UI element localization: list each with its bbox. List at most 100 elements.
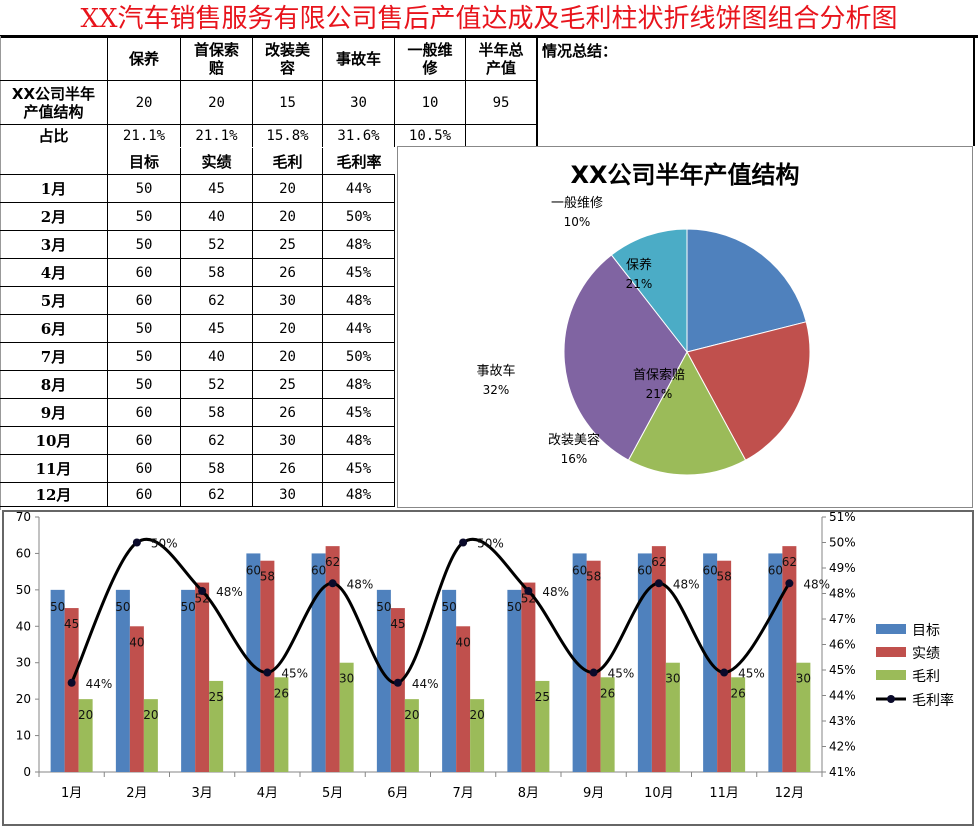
month-value-cell[interactable]: 20 (253, 343, 323, 371)
line-marker[interactable] (328, 579, 337, 588)
month-value-cell[interactable]: 50% (323, 203, 395, 231)
month-value-cell[interactable]: 40 (181, 343, 253, 371)
month-value-cell[interactable]: 60 (108, 455, 181, 483)
line-marker[interactable] (459, 538, 468, 547)
value-cell[interactable]: 95 (466, 81, 537, 125)
month-value-cell[interactable]: 48% (323, 287, 395, 315)
month-value-cell[interactable]: 48% (323, 371, 395, 399)
header-cell[interactable]: 一般维修 (395, 37, 466, 81)
row-label-cell[interactable]: XX公司半年 产值结构 (0, 81, 108, 125)
month-value-cell[interactable]: 62 (181, 287, 253, 315)
month-value-cell[interactable]: 48% (323, 427, 395, 455)
bar[interactable] (64, 608, 79, 772)
bar[interactable] (456, 626, 471, 772)
corner-cell[interactable] (0, 37, 108, 81)
line-marker[interactable] (198, 586, 207, 595)
bar[interactable] (586, 560, 601, 772)
bar[interactable] (390, 608, 405, 772)
header-cell[interactable]: 事故车 (323, 37, 395, 81)
month-header-cell[interactable]: 实绩 (181, 148, 253, 175)
month-label-cell[interactable]: 2月 (0, 203, 108, 231)
bar[interactable] (665, 662, 680, 772)
month-value-cell[interactable]: 40 (181, 203, 253, 231)
bar[interactable] (274, 677, 289, 772)
month-value-cell[interactable]: 52 (181, 371, 253, 399)
pie-slice[interactable] (627, 350, 747, 476)
line-marker[interactable] (524, 586, 533, 595)
bar[interactable] (572, 553, 587, 772)
combo-chart[interactable]: 0 10 20 30 40 50 60 70 41% 42% 43% 44% 45% 46% 47% 48% 4… (2, 510, 974, 826)
month-value-cell[interactable]: 20 (253, 175, 323, 203)
bar[interactable] (115, 589, 130, 772)
header-cell[interactable]: 首保索赔 (181, 37, 253, 81)
month-value-cell[interactable]: 20 (253, 315, 323, 343)
month-value-cell[interactable]: 44% (323, 175, 395, 203)
line-marker[interactable] (720, 668, 729, 677)
ratio-cell[interactable] (466, 125, 537, 147)
pie-slice[interactable] (610, 228, 688, 354)
header-cell[interactable]: 保养 (108, 37, 181, 81)
pie-chart[interactable]: XX公司半年产值结构 保养 21% 首保索赔 21% 改装美容 16% 事故车 32% 一般维修 1… (397, 146, 973, 508)
month-label-cell[interactable]: 7月 (0, 343, 108, 371)
month-value-cell[interactable]: 58 (181, 455, 253, 483)
line-marker[interactable] (263, 668, 272, 677)
bar[interactable] (442, 589, 457, 772)
month-value-cell[interactable]: 26 (253, 455, 323, 483)
line-marker[interactable] (785, 579, 794, 588)
bar[interactable] (470, 699, 485, 772)
month-label-cell[interactable]: 5月 (0, 287, 108, 315)
ratio-cell[interactable]: 21.1% (181, 125, 253, 147)
bar[interactable] (209, 680, 224, 772)
month-label-cell[interactable]: 9月 (0, 399, 108, 427)
legend-label[interactable]: 毛利率 (912, 692, 954, 709)
month-value-cell[interactable]: 50 (108, 343, 181, 371)
month-value-cell[interactable]: 50 (108, 175, 181, 203)
month-label-cell[interactable]: 11月 (0, 455, 108, 483)
pie-slice[interactable] (686, 321, 811, 461)
month-value-cell[interactable]: 48% (323, 483, 395, 507)
ratio-cell[interactable]: 10.5% (395, 125, 466, 147)
legend-label[interactable]: 毛利 (912, 669, 940, 685)
month-value-cell[interactable]: 30 (253, 483, 323, 507)
month-value-cell[interactable]: 30 (253, 427, 323, 455)
month-value-cell[interactable]: 50 (108, 371, 181, 399)
month-value-cell[interactable]: 62 (181, 427, 253, 455)
summary-area[interactable]: 情况总结： (537, 38, 975, 146)
month-label-cell[interactable]: 12月 (0, 483, 108, 507)
month-value-cell[interactable]: 45 (181, 175, 253, 203)
month-value-cell[interactable]: 30 (253, 287, 323, 315)
bar[interactable] (521, 582, 536, 772)
ratio-cell[interactable]: 31.6% (323, 125, 395, 147)
bar[interactable] (651, 546, 666, 772)
bar[interactable] (717, 560, 732, 772)
month-value-cell[interactable]: 50 (108, 315, 181, 343)
month-header-cell[interactable]: 毛利 (253, 148, 323, 175)
month-value-cell[interactable]: 52 (181, 231, 253, 259)
bar[interactable] (404, 699, 419, 772)
month-value-cell[interactable]: 58 (181, 259, 253, 287)
legend-label[interactable]: 目标 (912, 623, 940, 639)
bar[interactable] (376, 589, 391, 772)
legend-label[interactable]: 实绩 (912, 646, 940, 662)
value-cell[interactable]: 15 (253, 81, 323, 125)
month-value-cell[interactable]: 45% (323, 455, 395, 483)
month-value-cell[interactable]: 26 (253, 259, 323, 287)
month-value-cell[interactable]: 45% (323, 399, 395, 427)
ratio-cell[interactable]: 15.8% (253, 125, 323, 147)
bar[interactable] (535, 680, 550, 772)
bar[interactable] (507, 589, 522, 772)
month-label-cell[interactable]: 6月 (0, 315, 108, 343)
month-value-cell[interactable]: 50 (108, 203, 181, 231)
bar[interactable] (311, 553, 326, 772)
month-value-cell[interactable]: 60 (108, 287, 181, 315)
line-marker[interactable] (132, 538, 141, 547)
month-value-cell[interactable]: 62 (181, 483, 253, 507)
month-label-cell[interactable]: 3月 (0, 231, 108, 259)
bar[interactable] (325, 546, 340, 772)
month-value-cell[interactable]: 45 (181, 315, 253, 343)
bar[interactable] (143, 699, 158, 772)
value-cell[interactable]: 10 (395, 81, 466, 125)
value-cell[interactable]: 20 (108, 81, 181, 125)
bar[interactable] (637, 553, 652, 772)
month-value-cell[interactable]: 60 (108, 259, 181, 287)
